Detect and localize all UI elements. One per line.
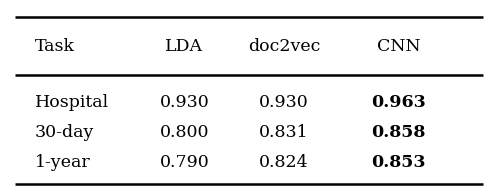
Text: 0.963: 0.963	[371, 94, 426, 111]
Text: 0.831: 0.831	[259, 124, 309, 141]
Text: 0.930: 0.930	[259, 94, 309, 111]
Text: 0.800: 0.800	[159, 124, 209, 141]
Text: 1-year: 1-year	[35, 154, 91, 171]
Text: doc2vec: doc2vec	[248, 38, 320, 55]
Text: Hospital: Hospital	[35, 94, 109, 111]
Text: 0.858: 0.858	[371, 124, 426, 141]
Text: Task: Task	[35, 38, 75, 55]
Text: CNN: CNN	[376, 38, 420, 55]
Text: 0.790: 0.790	[159, 154, 209, 171]
Text: 0.853: 0.853	[371, 154, 426, 171]
Text: 30-day: 30-day	[35, 124, 94, 141]
Text: LDA: LDA	[165, 38, 203, 55]
Text: 0.824: 0.824	[259, 154, 309, 171]
Text: 0.930: 0.930	[159, 94, 209, 111]
